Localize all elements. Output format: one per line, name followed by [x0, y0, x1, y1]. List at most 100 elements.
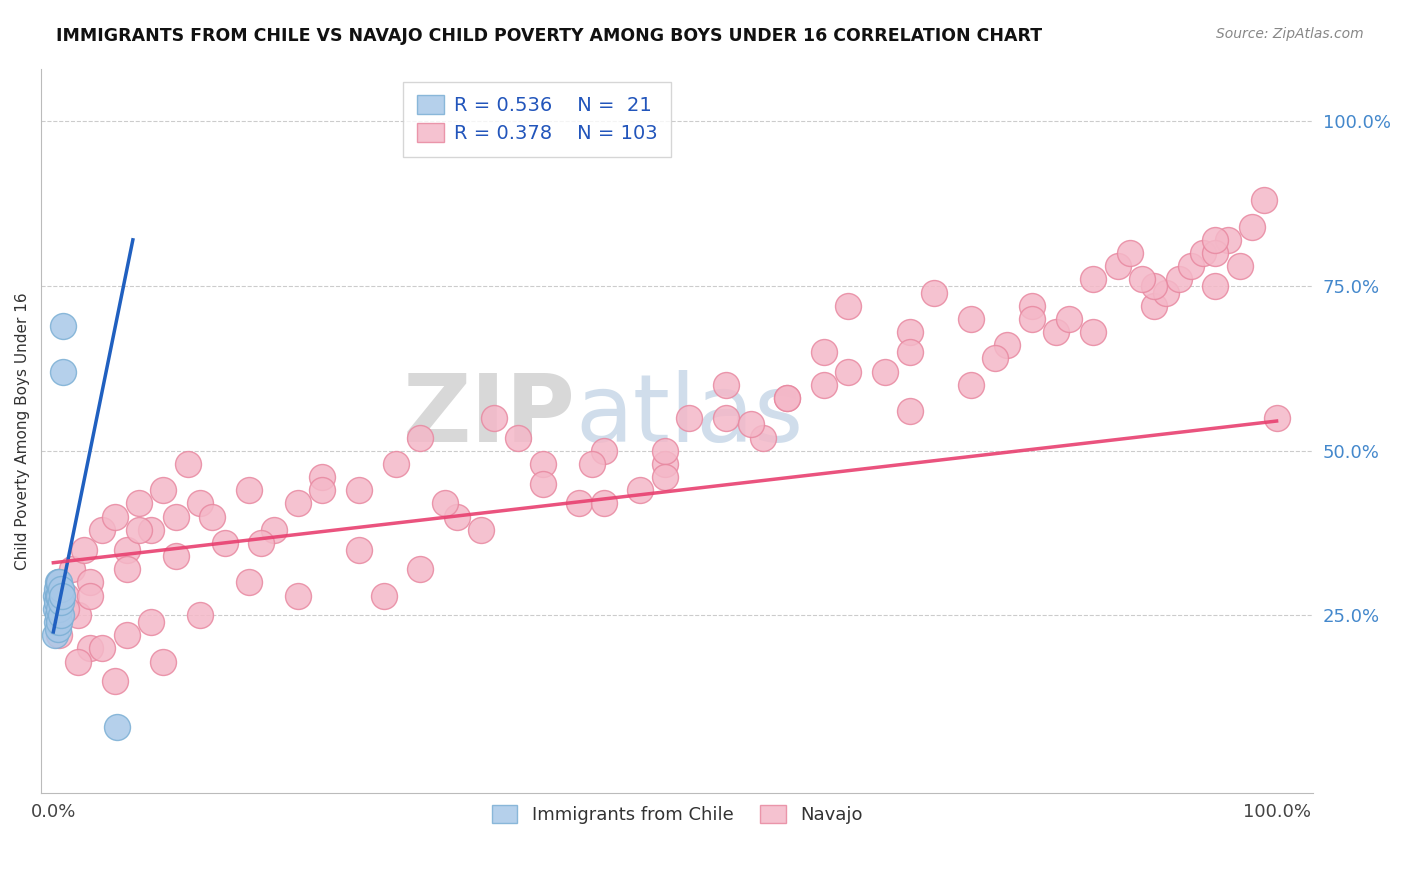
Point [446, 509, 468, 524]
Point [79, 589, 101, 603]
Point [165, 509, 187, 524]
Point [1156, 285, 1178, 300]
Point [1192, 246, 1215, 260]
Point [238, 575, 260, 590]
Point [48, 615, 70, 629]
Point [48, 575, 70, 590]
Point [188, 496, 211, 510]
Point [568, 496, 591, 510]
Point [115, 562, 138, 576]
Point [1045, 325, 1067, 339]
Point [141, 523, 163, 537]
Point [1204, 279, 1226, 293]
Point [46, 595, 69, 609]
Text: IMMIGRANTS FROM CHILE VS NAVAJO CHILD POVERTY AMONG BOYS UNDER 16 CORRELATION CH: IMMIGRANTS FROM CHILE VS NAVAJO CHILD PO… [56, 27, 1042, 45]
Point [347, 542, 370, 557]
Point [45, 589, 67, 603]
Point [433, 496, 456, 510]
Point [470, 523, 492, 537]
Point [91, 641, 114, 656]
Point [1081, 272, 1104, 286]
Point [49, 595, 72, 609]
Point [898, 404, 921, 418]
Point [984, 351, 1007, 366]
Point [714, 410, 737, 425]
Point [740, 417, 762, 432]
Point [373, 589, 395, 603]
Point [531, 476, 554, 491]
Point [1204, 233, 1226, 247]
Point [311, 470, 333, 484]
Point [409, 430, 432, 444]
Point [66, 608, 89, 623]
Point [105, 721, 128, 735]
Legend: Immigrants from Chile, Navajo: Immigrants from Chile, Navajo [481, 795, 873, 835]
Point [287, 496, 309, 510]
Point [165, 549, 187, 563]
Point [654, 470, 676, 484]
Text: Source: ZipAtlas.com: Source: ZipAtlas.com [1216, 27, 1364, 41]
Point [46, 622, 69, 636]
Point [103, 509, 125, 524]
Point [1204, 246, 1226, 260]
Point [45, 602, 67, 616]
Point [51, 589, 73, 603]
Point [1229, 259, 1251, 273]
Point [115, 542, 138, 557]
Point [898, 325, 921, 339]
Point [79, 641, 101, 656]
Point [287, 589, 309, 603]
Point [959, 312, 981, 326]
Point [152, 655, 174, 669]
Point [922, 285, 945, 300]
Point [592, 496, 614, 510]
Point [46, 589, 69, 603]
Point [48, 589, 70, 603]
Point [79, 575, 101, 590]
Point [263, 523, 285, 537]
Point [52, 318, 75, 333]
Point [654, 457, 676, 471]
Point [52, 365, 75, 379]
Point [250, 536, 273, 550]
Point [66, 655, 89, 669]
Point [482, 410, 505, 425]
Point [214, 536, 236, 550]
Point [1081, 325, 1104, 339]
Point [201, 509, 224, 524]
Point [46, 575, 69, 590]
Point [898, 344, 921, 359]
Text: ZIP: ZIP [402, 370, 575, 462]
Point [1057, 312, 1080, 326]
Point [1021, 312, 1043, 326]
Point [1180, 259, 1202, 273]
Point [311, 483, 333, 498]
Point [654, 443, 676, 458]
Point [49, 608, 72, 623]
Point [48, 628, 70, 642]
Point [678, 410, 700, 425]
Point [347, 483, 370, 498]
Point [73, 542, 96, 557]
Point [581, 457, 603, 471]
Point [55, 589, 77, 603]
Point [1216, 233, 1239, 247]
Point [875, 365, 897, 379]
Point [776, 391, 799, 405]
Point [44, 628, 66, 642]
Point [1143, 279, 1166, 293]
Point [46, 615, 69, 629]
Point [592, 443, 614, 458]
Point [1107, 259, 1129, 273]
Point [115, 628, 138, 642]
Point [776, 391, 799, 405]
Point [141, 615, 163, 629]
Point [1265, 410, 1288, 425]
Point [714, 377, 737, 392]
Point [60, 562, 83, 576]
Point [630, 483, 652, 498]
Point [508, 430, 530, 444]
Point [837, 299, 859, 313]
Point [103, 674, 125, 689]
Point [531, 457, 554, 471]
